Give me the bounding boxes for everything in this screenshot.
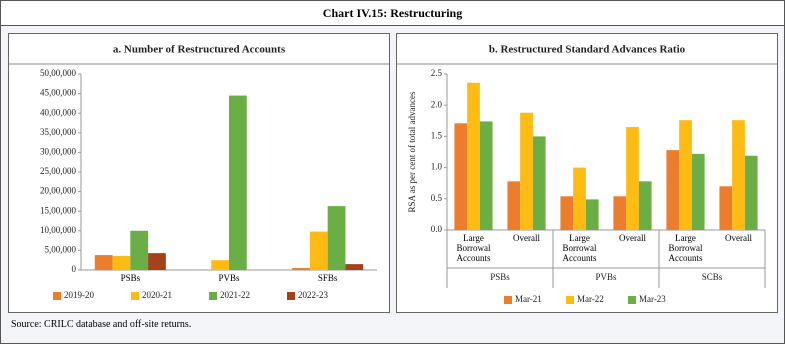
bar: [560, 196, 574, 230]
x-tick-label-box: Large Borrowal Accounts: [456, 233, 491, 263]
bar: [309, 231, 328, 270]
y-tick-label: 50,00,000: [40, 68, 77, 78]
legend-swatch: [53, 292, 61, 300]
x-tick-label: Large Borrowal Accounts: [456, 233, 491, 263]
y-axis-label: RSA as per cent of total advances: [407, 91, 417, 212]
bar: [327, 206, 346, 270]
x-tick-label: PSBs: [120, 273, 141, 283]
x-tick-label: Large Borrowal Accounts: [562, 233, 597, 263]
chart: b. Restructured Standard Advances Ratio 0…: [397, 44, 777, 304]
legend-label: 2022-23: [298, 290, 328, 300]
bar: [467, 82, 480, 231]
bar: [679, 120, 692, 230]
bar: [229, 95, 247, 270]
x-tick-label-box: SFBs: [317, 273, 338, 283]
group-label: SCBs: [702, 272, 723, 282]
bar: [507, 181, 521, 230]
y-tick-label: 15,00,000: [40, 205, 77, 215]
group-label: PSBs: [490, 272, 510, 282]
bar: [94, 255, 113, 270]
x-tick-label: Overall: [725, 233, 752, 243]
legend-swatch: [209, 292, 217, 300]
y-tick-label: 2.5: [431, 68, 443, 78]
legend-label: Mar-23: [639, 294, 666, 304]
bar: [691, 153, 705, 230]
panel: b. Restructured Standard Advances Ratio 0…: [396, 33, 778, 313]
legend-label: 2021-22: [220, 290, 250, 300]
x-tick-label: PVBs: [218, 273, 240, 283]
bar: [292, 268, 310, 270]
x-tick-label-box: Large Borrowal Accounts: [668, 233, 703, 263]
bar: [626, 127, 639, 230]
y-tick-label: 20,00,000: [40, 186, 77, 196]
y-tick-label: 10,00,000: [40, 225, 77, 235]
bar: [744, 155, 758, 230]
bar: [719, 186, 733, 230]
x-tick-label-box: Large Borrowal Accounts: [562, 233, 597, 263]
bar: [613, 196, 627, 230]
x-tick-label: Overall: [513, 233, 540, 243]
x-tick-label-box: Overall: [619, 233, 646, 243]
y-tick-label: 1.0: [431, 162, 443, 172]
legend-label: 2019-20: [64, 290, 94, 300]
chart-title: b. Restructured Standard Advances Ratio: [489, 44, 686, 56]
bar: [345, 264, 364, 270]
bar: [454, 123, 468, 230]
y-tick-label: 5,00,000: [45, 244, 77, 254]
y-tick-label: 0: [72, 264, 77, 274]
x-tick-label-box: Overall: [725, 233, 752, 243]
y-tick-label: 45,00,000: [40, 88, 77, 98]
bar: [585, 199, 599, 230]
legend-label: 2020-21: [142, 290, 172, 300]
x-tick-label-box: Overall: [513, 233, 540, 243]
group-label: PVBs: [595, 272, 617, 282]
y-tick-label: 1.5: [431, 130, 443, 140]
bar: [211, 260, 229, 270]
panel: a. Number of Restructured Accounts 0 5,00,…: [8, 33, 390, 313]
y-tick-label: 0.0: [431, 224, 443, 234]
y-tick-label: 25,00,000: [40, 166, 77, 176]
page-title: Chart IV.15: Restructuring: [1, 1, 784, 26]
legend-swatch: [131, 292, 139, 300]
bar: [666, 150, 680, 230]
x-tick-label: Overall: [619, 233, 646, 243]
bar: [112, 255, 131, 270]
x-tick-label: Large Borrowal Accounts: [668, 233, 703, 263]
x-tick-label-box: PSBs: [120, 273, 141, 283]
y-tick-label: 0.5: [431, 193, 443, 203]
bar: [532, 136, 546, 230]
x-tick-label: SFBs: [317, 273, 338, 283]
bar: [479, 121, 493, 230]
legend-swatch: [566, 296, 574, 304]
bar: [732, 120, 745, 230]
bar: [638, 181, 652, 230]
bar: [130, 230, 149, 270]
chart: a. Number of Restructured Accounts 0 5,00,…: [9, 44, 389, 300]
legend-swatch: [287, 292, 295, 300]
chart-title: a. Number of Restructured Accounts: [113, 44, 286, 56]
y-tick-label: 40,00,000: [40, 107, 77, 117]
bar: [520, 112, 533, 230]
source-note: Source: CRILC database and off-site retu…: [11, 319, 192, 330]
legend-label: Mar-22: [577, 294, 604, 304]
bar: [573, 167, 586, 230]
legend-swatch: [628, 296, 636, 304]
x-tick-label-box: PVBs: [218, 273, 240, 283]
y-tick-label: 35,00,000: [40, 127, 77, 137]
legend-label: Mar-21: [515, 294, 542, 304]
y-tick-label: 2.0: [431, 99, 443, 109]
legend-swatch: [504, 296, 512, 304]
y-tick-label: 30,00,000: [40, 146, 77, 156]
bar: [148, 253, 166, 270]
